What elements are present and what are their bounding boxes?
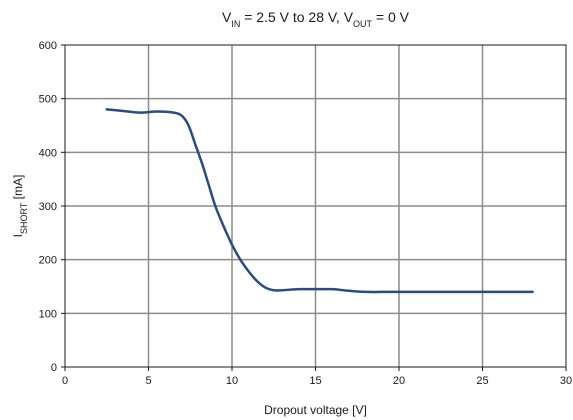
x-tick-label: 30 xyxy=(560,375,572,387)
x-tick-label: 5 xyxy=(145,375,151,387)
x-tick-label: 25 xyxy=(476,375,488,387)
y-tick-label: 0 xyxy=(51,362,57,374)
x-tick-label: 20 xyxy=(393,375,405,387)
x-tick-label: 15 xyxy=(309,375,321,387)
x-tick-label: 10 xyxy=(226,375,238,387)
grid xyxy=(65,45,566,367)
series-line xyxy=(105,108,534,294)
y-tick-label: 300 xyxy=(39,201,57,213)
chart-title: VIN = 2.5 V to 28 V, VOUT = 0 V xyxy=(222,9,410,29)
x-tick-label: 0 xyxy=(62,375,68,387)
y-tick-label: 100 xyxy=(39,308,57,320)
y-tick-label: 500 xyxy=(39,94,57,106)
series-layer xyxy=(105,108,534,294)
y-tick-label: 400 xyxy=(39,147,57,159)
y-tick-label: 600 xyxy=(39,40,57,52)
y-tick-label: 200 xyxy=(39,255,57,267)
x-axis-label: Dropout voltage [V] xyxy=(264,403,367,417)
y-axis-label: ISHORT [mA] xyxy=(11,175,29,238)
